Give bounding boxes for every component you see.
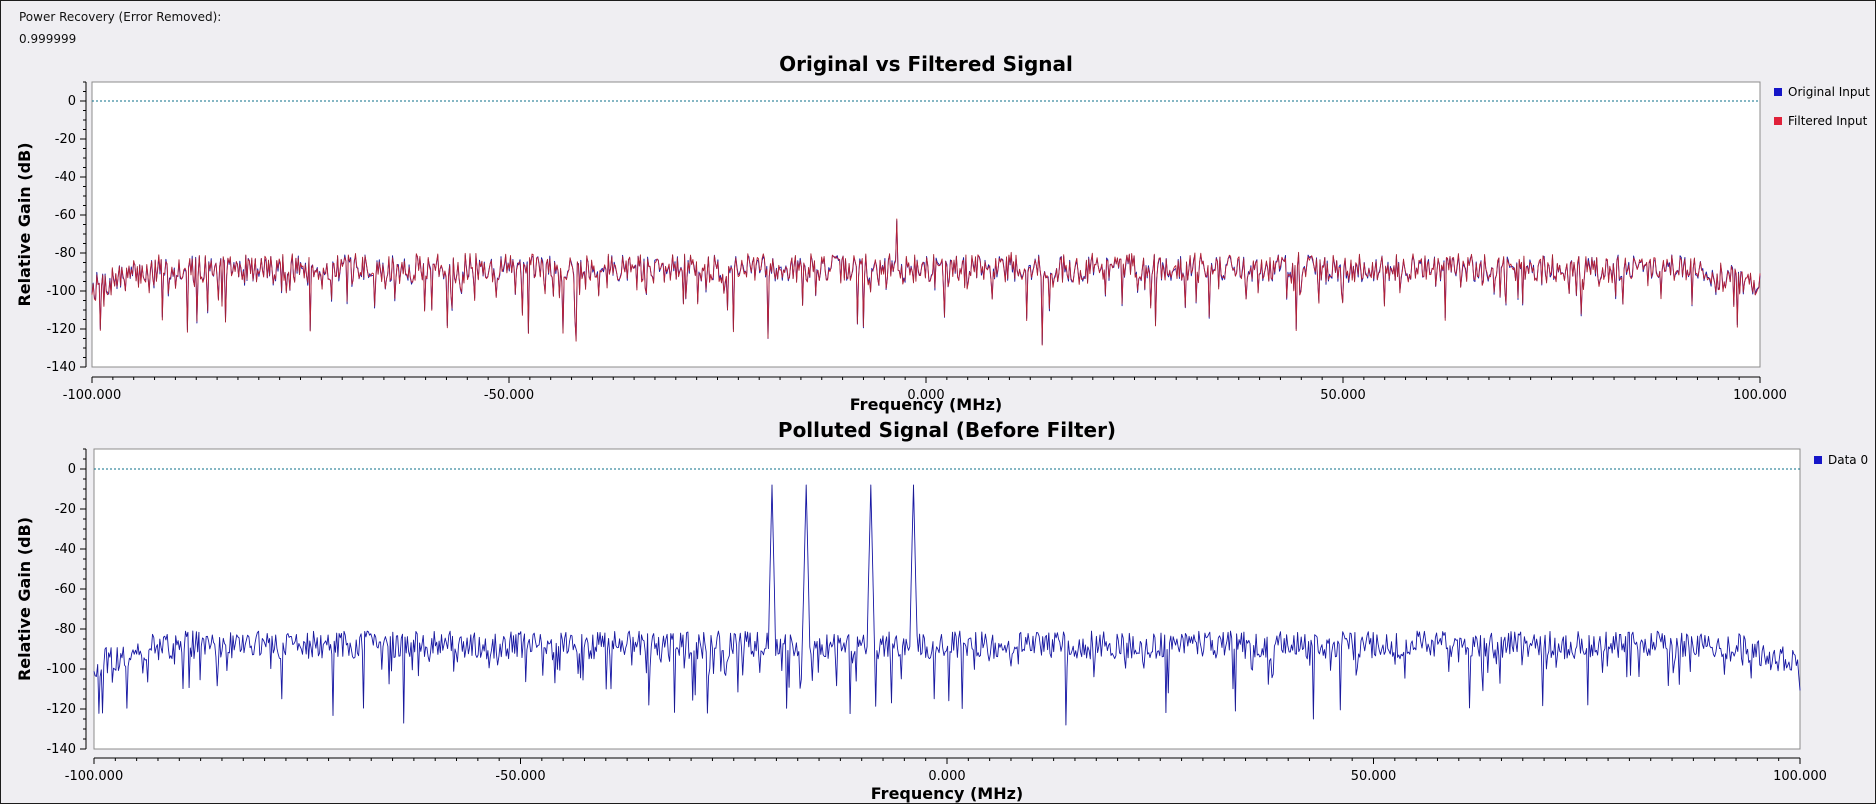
y-tick-label: -80 xyxy=(55,622,76,637)
y-tick-label: -20 xyxy=(55,502,76,517)
y-tick-label: -80 xyxy=(55,246,76,261)
x-tick-label: -100.000 xyxy=(63,388,121,403)
plot-canvas[interactable] xyxy=(93,448,1801,750)
y-axis-label: Relative Gain (dB) xyxy=(15,517,34,681)
y-tick-label: -140 xyxy=(46,742,76,757)
legend-swatch xyxy=(1774,88,1782,96)
series-trace-shade-0 xyxy=(93,484,1801,726)
legend-entry: Filtered Input xyxy=(1788,114,1868,128)
original-vs-filtered-plot[interactable]: Original vs Filtered Signal 0 -20 -40 -60 -80… xyxy=(0,52,1876,414)
plot-title: Polluted Signal (Before Filter) xyxy=(778,418,1116,442)
power-recovery-value: 0.999999 xyxy=(19,32,77,46)
plot-canvas[interactable] xyxy=(91,81,1761,368)
x-tick-label: 50.000 xyxy=(1320,388,1366,403)
y-tick-label: -40 xyxy=(55,542,76,557)
plot-title: Original vs Filtered Signal xyxy=(779,52,1073,76)
polluted-signal-plot[interactable]: Polluted Signal (Before Filter) 0 -20 -40 -6… xyxy=(0,418,1876,804)
y-tick-label: -120 xyxy=(46,322,76,337)
x-tick-label: 0.000 xyxy=(928,769,965,784)
legend-entry: Original Input xyxy=(1788,85,1870,99)
x-tick-label: 100.000 xyxy=(1733,388,1787,403)
x-tick-label: 0.000 xyxy=(907,388,944,403)
legend-entry: Data 0 xyxy=(1828,453,1868,467)
power-recovery-label: Power Recovery (Error Removed): xyxy=(19,10,222,24)
y-tick-label: -60 xyxy=(55,582,76,597)
x-tick-label: -100.000 xyxy=(65,769,123,784)
y-tick-label: -100 xyxy=(46,284,76,299)
x-tick-label: -50.000 xyxy=(484,388,534,403)
legend-swatch xyxy=(1774,117,1782,125)
legend-swatch xyxy=(1814,456,1822,464)
y-tick-label: -140 xyxy=(46,360,76,375)
x-tick-label: -50.000 xyxy=(495,769,545,784)
y-tick-label: 0 xyxy=(68,94,76,109)
x-tick-label: 50.000 xyxy=(1351,769,1397,784)
y-tick-label: -40 xyxy=(55,170,76,185)
x-axis-label: Frequency (MHz) xyxy=(850,395,1002,414)
y-tick-label: -20 xyxy=(55,132,76,147)
x-axis-label: Frequency (MHz) xyxy=(871,784,1023,803)
series-trace-shade-1 xyxy=(91,218,1761,346)
x-tick-label: 100.000 xyxy=(1773,769,1827,784)
y-tick-label: -120 xyxy=(46,702,76,717)
y-tick-label: 0 xyxy=(68,462,76,477)
y-tick-label: -100 xyxy=(46,662,76,677)
y-tick-label: -60 xyxy=(55,208,76,223)
y-axis-label: Relative Gain (dB) xyxy=(15,142,34,306)
